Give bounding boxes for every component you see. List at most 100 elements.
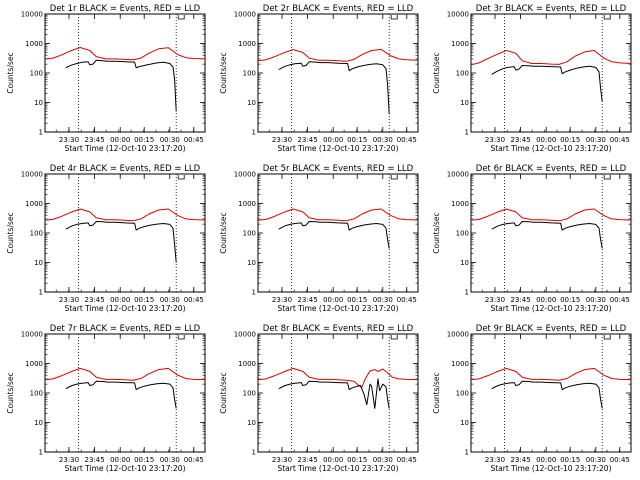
y-tick-label: 1 [465,449,469,457]
y-tick-label: 10000 [447,11,469,19]
panel-title: Det 1r BLACK = Events, RED = LLD [50,4,201,14]
y-tick-label: 10000 [21,171,43,179]
plot-marker [390,15,398,20]
x-axis-label: Start Time (12-Oct-10 23:17:20) [64,304,185,313]
x-tick-label: 00:00 [536,296,556,304]
plot-frame [257,13,419,133]
x-tick-label: 00:15 [347,296,367,304]
events-series-line [278,378,390,409]
events-series-line [491,380,603,409]
x-tick-label: 00:00 [536,456,556,464]
panel-title: Det 3r BLACK = Events, RED = LLD [476,4,627,14]
x-tick-label: 23:45 [85,136,105,144]
y-axis-label: Counts/sec [6,372,15,413]
x-axis-label: Start Time (12-Oct-10 23:17:20) [277,304,398,313]
events-series-line [65,380,177,409]
x-tick-label: 23:45 [298,456,318,464]
panel-title: Det 2r BLACK = Events, RED = LLD [263,4,414,14]
y-tick-label: 1000 [25,200,43,208]
x-tick-label: 00:30 [373,296,393,304]
y-tick-label: 1 [252,289,256,297]
lld-series-line [470,208,632,222]
x-tick-label: 00:15 [134,296,154,304]
y-tick-label: 10 [34,419,43,427]
plot-frame [44,333,206,453]
y-tick-label: 100 [243,230,256,238]
y-tick-label: 1000 [238,360,256,368]
x-tick-label: 00:00 [110,456,130,464]
y-tick-label: 1000 [238,40,256,48]
x-tick-label: 23:30 [272,296,292,304]
y-tick-label: 10 [247,99,256,107]
events-series-line [65,221,177,263]
y-tick-label: 100 [243,390,256,398]
y-axis-label: Counts/sec [219,372,228,413]
events-series-line [491,65,603,102]
y-tick-label: 10 [247,419,256,427]
events-series-line [65,59,177,112]
x-tick-label: 23:30 [59,456,79,464]
detector-panel: Det 5r BLACK = Events, RED = LLD 1 10 100 10… [219,164,419,313]
x-tick-label: 23:30 [485,136,505,144]
y-tick-label: 1000 [451,40,469,48]
x-tick-label: 00:15 [134,456,154,464]
y-tick-label: 10 [460,99,469,107]
detector-panel: Det 9r BLACK = Events, RED = LLD 1 10 100 10… [432,324,632,473]
x-tick-label: 00:15 [347,136,367,144]
x-tick-label: 00:15 [560,296,580,304]
y-tick-label: 100 [456,70,469,78]
x-tick-label: 23:30 [59,296,79,304]
x-tick-label: 23:45 [85,296,105,304]
y-tick-label: 1000 [451,360,469,368]
panel-title: Det 7r BLACK = Events, RED = LLD [50,324,201,334]
y-tick-label: 1000 [238,200,256,208]
x-tick-label: 23:45 [298,296,318,304]
x-tick-label: 00:00 [323,296,343,304]
plot-marker [603,15,611,20]
plot-frame [44,13,206,133]
panel-title: Det 8r BLACK = Events, RED = LLD [263,324,414,334]
x-tick-label: 00:30 [160,136,180,144]
x-tick-label: 23:30 [272,136,292,144]
x-tick-label: 23:30 [485,296,505,304]
x-axis-label: Start Time (12-Oct-10 23:17:20) [64,144,185,153]
y-tick-label: 10000 [21,11,43,19]
x-axis-label: Start Time (12-Oct-10 23:17:20) [64,464,185,473]
x-tick-label: 00:00 [536,136,556,144]
x-tick-label: 23:30 [485,456,505,464]
plot-frame [470,333,632,453]
x-tick-label: 00:45 [184,296,204,304]
plot-marker [177,175,185,180]
y-tick-label: 10 [34,99,43,107]
plot-frame [44,173,206,293]
detector-panel: Det 2r BLACK = Events, RED = LLD 1 10 100 10… [219,4,419,153]
y-tick-label: 1000 [25,360,43,368]
detector-panel: Det 7r BLACK = Events, RED = LLD 1 10 100 10… [6,324,206,473]
x-tick-label: 00:00 [110,296,130,304]
plot-marker [390,175,398,180]
y-tick-label: 10000 [234,11,256,19]
y-axis-label: Counts/sec [432,372,441,413]
y-tick-label: 10 [247,259,256,267]
detector-panel: Det 8r BLACK = Events, RED = LLD 1 10 100 10… [219,324,419,473]
lld-series-line [257,367,419,388]
y-tick-label: 1 [39,289,43,297]
x-tick-label: 23:30 [272,456,292,464]
y-tick-label: 1 [465,129,469,137]
y-tick-label: 1 [252,449,256,457]
x-axis-label: Start Time (12-Oct-10 23:17:20) [490,144,611,153]
lld-series-line [257,48,419,62]
x-tick-label: 00:45 [610,456,630,464]
events-series-line [278,221,390,249]
x-tick-label: 00:45 [397,296,417,304]
lld-series-line [257,208,419,222]
detector-panel: Det 1r BLACK = Events, RED = LLD 1 10 100 10… [6,4,206,153]
lld-series-line [44,367,206,381]
x-tick-label: 00:15 [134,136,154,144]
events-series-line [278,61,390,115]
x-tick-label: 00:30 [586,296,606,304]
lld-series-line [44,208,206,222]
x-tick-label: 23:45 [511,136,531,144]
y-tick-label: 1 [465,289,469,297]
